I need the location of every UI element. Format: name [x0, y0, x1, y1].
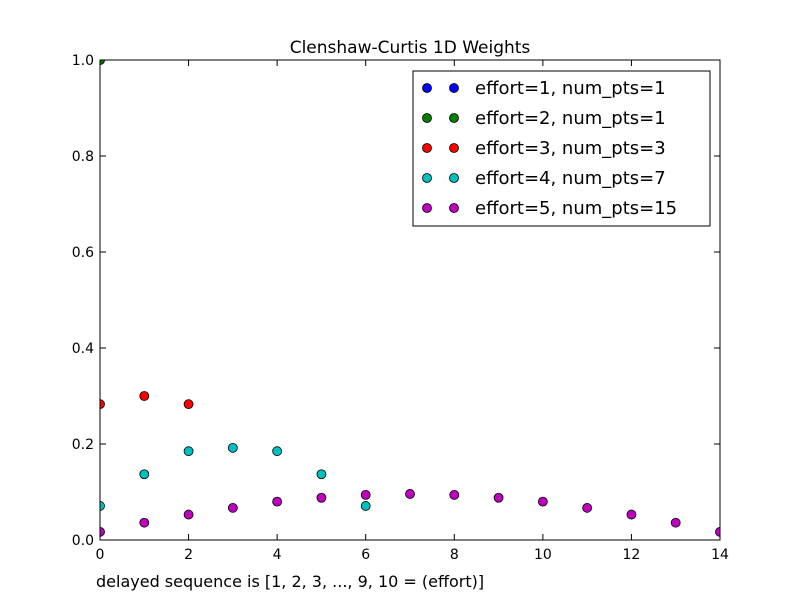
legend-marker — [422, 173, 432, 183]
legend-marker — [449, 113, 459, 123]
data-point-series-3 — [139, 391, 150, 401]
data-point-series-5 — [227, 502, 238, 513]
legend-marker — [422, 143, 432, 153]
y-tick-label: 0.2 — [72, 437, 94, 453]
data-point-series-5 — [272, 496, 283, 507]
data-point-series-5 — [715, 526, 720, 537]
y-tick-label: 1.0 — [72, 53, 94, 69]
chart-title: Clenshaw-Curtis 1D Weights — [290, 38, 531, 58]
legend-marker — [449, 203, 459, 213]
x-axis-label: delayed sequence is [1, 2, 3, ..., 9, 10… — [96, 572, 484, 591]
x-tick-label: 14 — [711, 547, 729, 563]
data-point-series-5 — [449, 489, 460, 500]
legend-label: effort=5, num_pts=15 — [475, 198, 677, 219]
data-point-series-2 — [100, 60, 105, 65]
data-point-series-4 — [360, 501, 371, 511]
data-points — [100, 60, 720, 537]
x-tick-label: 12 — [623, 547, 641, 563]
data-point-series-5 — [582, 502, 593, 513]
data-point-series-5 — [360, 489, 371, 500]
legend-label: effort=3, num_pts=3 — [475, 138, 666, 159]
x-tick-label: 4 — [273, 547, 282, 563]
x-tick-label: 10 — [534, 547, 552, 563]
legend-marker — [422, 113, 432, 123]
y-tick-label: 0.6 — [72, 245, 94, 261]
data-point-series-3 — [100, 399, 105, 410]
data-point-series-5 — [626, 509, 637, 520]
legend-marker — [449, 83, 459, 93]
data-point-series-5 — [100, 526, 105, 537]
data-point-series-3 — [183, 399, 194, 410]
legend-label: effort=2, num_pts=1 — [475, 108, 666, 129]
legend-label: effort=1, num_pts=1 — [475, 78, 666, 99]
x-tick-label: 8 — [450, 547, 459, 563]
data-point-series-4 — [227, 442, 238, 453]
legend-marker — [449, 143, 459, 153]
data-point-series-4 — [272, 446, 283, 457]
x-tick-label: 6 — [361, 547, 370, 563]
data-point-series-4 — [139, 469, 150, 480]
legend-label: effort=4, num_pts=7 — [475, 168, 666, 189]
data-point-series-5 — [139, 517, 150, 528]
data-point-series-4 — [100, 501, 105, 511]
data-point-series-5 — [183, 509, 194, 520]
x-tick-label: 0 — [96, 547, 105, 563]
data-point-series-4 — [316, 469, 327, 480]
plot-frame — [99, 59, 721, 541]
y-tick-label: 0.0 — [72, 533, 94, 549]
data-point-series-4 — [183, 446, 194, 457]
data-point-series-5 — [670, 517, 681, 528]
legend: effort=1, num_pts=1 effort=2, num_pts=1ef… — [412, 70, 711, 227]
y-tick-label: 0.8 — [72, 149, 94, 165]
axis-ticks: 0 2 4 6 8 10 12 14 0.0 0.2 0.4 0.6 0.8 1.0 — [72, 53, 729, 563]
plot-marks — [100, 60, 720, 537]
data-point-series-5 — [493, 492, 504, 503]
x-tick-label: 2 — [184, 547, 193, 563]
legend-marker — [422, 203, 432, 213]
data-point-series-5 — [405, 489, 415, 499]
legend-marker — [449, 173, 459, 183]
legend-marker — [422, 83, 432, 93]
y-tick-label: 0.4 — [72, 341, 94, 357]
data-point-series-5 — [316, 492, 327, 503]
legend-frame — [412, 70, 711, 227]
data-point-series-5 — [537, 496, 548, 507]
